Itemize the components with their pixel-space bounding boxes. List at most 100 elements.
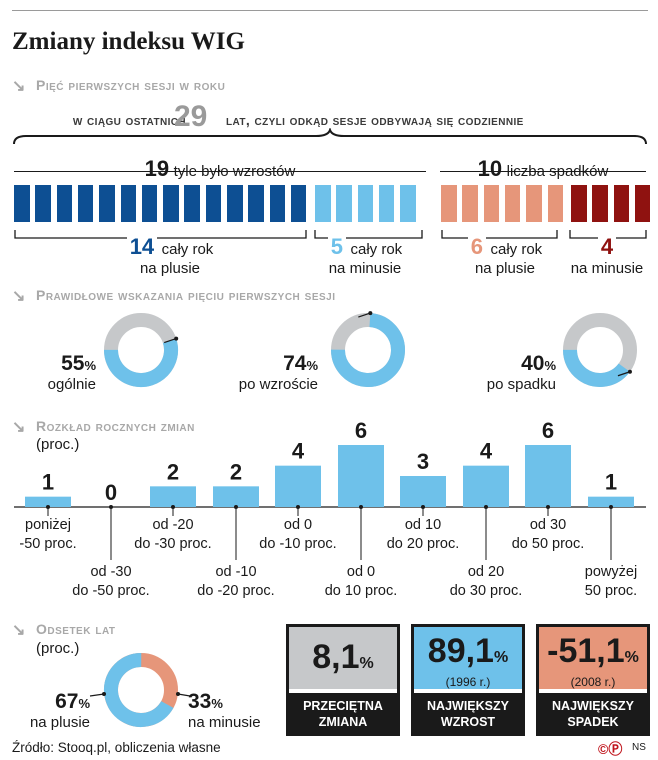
donut-pointer-dot <box>174 336 179 341</box>
page-title: Zmiany indeksu WIG <box>12 28 245 55</box>
section-arrow-icon: ↘ <box>12 622 26 639</box>
bar <box>213 486 259 507</box>
stat-average-label2: ZMIANA <box>318 715 368 729</box>
category-label: do -10 proc. <box>259 536 336 552</box>
waffle-block <box>400 185 416 222</box>
bar-value-label: 2 <box>167 459 179 484</box>
stat-rise-unit: % <box>493 649 509 666</box>
group1-label1: cały rok <box>161 241 214 258</box>
donut3-text: 40% po spadku <box>460 352 556 394</box>
donut-pointer <box>163 337 177 344</box>
donut-pointer <box>358 312 371 318</box>
waffle-block <box>184 185 200 222</box>
falls-number: 10 <box>477 156 503 181</box>
accuracy-donut-1 <box>104 313 178 387</box>
section1-heading: Pięć pierwszych sesji w roku <box>36 77 226 93</box>
source-note: Źródło: Stooq.pl, obliczenia własne <box>12 740 221 755</box>
waffle-block <box>56 185 73 222</box>
stat-fall-value: -51,1 <box>547 632 625 670</box>
category-label: od 0 <box>347 564 375 580</box>
waffle-block <box>526 185 542 222</box>
bar-value-label: 1 <box>42 470 54 495</box>
intro-right-text: lat, czyli odkąd sesje odbywają się codz… <box>226 112 524 128</box>
group3-label: 6 cały rok na plusie <box>450 234 560 278</box>
category-label: do -30 proc. <box>134 536 211 552</box>
waffle-block <box>120 185 136 222</box>
bar <box>25 496 71 507</box>
top-rule <box>12 10 648 11</box>
donut1-text: 55% ogólnie <box>36 352 96 394</box>
bar-value-label: 2 <box>230 459 242 484</box>
bar-value-label: 4 <box>292 439 305 464</box>
waffle-block <box>504 185 521 222</box>
donut2-label: po wzroście <box>238 376 318 393</box>
bar <box>463 465 509 507</box>
tick-dot <box>109 505 113 509</box>
category-label: powyżej <box>585 564 637 580</box>
donut3-label: po spadku <box>486 376 556 393</box>
donut-pointer-dot <box>627 369 632 374</box>
donut-pointer-dot <box>368 311 373 316</box>
stat-average-unit: % <box>359 655 374 672</box>
category-label: do 50 proc. <box>512 536 585 552</box>
section-arrow-icon: ↘ <box>12 288 26 305</box>
bar <box>525 445 571 507</box>
group4-number: 4 <box>597 234 617 259</box>
tick-dot <box>546 505 550 509</box>
category-label: od -10 <box>215 564 256 580</box>
bar-value-label: 1 <box>605 470 617 495</box>
brace-29 <box>13 128 647 145</box>
group4-label: 4 na minusie <box>562 234 652 278</box>
tick-dot <box>421 505 425 509</box>
waffle-block <box>77 185 94 222</box>
category-label: -50 proc. <box>19 536 76 552</box>
category-label: od 0 <box>284 517 312 533</box>
section4-unit: (proc.) <box>36 640 80 657</box>
bar <box>338 445 384 507</box>
plus-label: na plusie <box>29 714 90 731</box>
waffle-block <box>462 185 478 222</box>
donut3-value: 40 <box>521 352 545 375</box>
intro-number: 29 <box>174 100 208 133</box>
stat-fall-year: (2008 r.) <box>570 675 616 689</box>
falls-rule <box>440 171 646 172</box>
waffle-block <box>634 185 651 222</box>
waffle-block <box>547 185 563 222</box>
stat-box-max-rise: 89,1% (1996 r.) NAJWIĘKSZY WZROST <box>411 624 525 736</box>
donut1-pct: % <box>84 358 96 373</box>
category-label: od -20 <box>152 517 193 533</box>
category-label: 50 proc. <box>585 583 637 599</box>
donut2-pct: % <box>306 358 318 373</box>
copyright-label: NS <box>632 742 646 753</box>
years-donut-ring <box>104 653 178 727</box>
tick-dot <box>46 505 50 509</box>
section3-unit: (proc.) <box>36 436 80 453</box>
bar-value-label: 6 <box>355 420 367 443</box>
accuracy-donut-2 <box>331 312 405 387</box>
stat-box-average: 8,1% PRZECIĘTNA ZMIANA <box>286 624 400 736</box>
stat-box-max-fall: -51,1% (2008 r.) NAJWIĘKSZY SPADEK <box>536 624 650 736</box>
copyright-icon: ©Ⓟ <box>598 741 623 757</box>
waffle-block <box>269 185 286 222</box>
stat-fall-unit: % <box>624 649 639 666</box>
group4-label2: na minusie <box>570 260 644 277</box>
category-label: do -50 proc. <box>72 583 149 599</box>
waffle-block <box>35 185 51 222</box>
waffle-block <box>441 185 457 222</box>
minus-value: 33 <box>188 690 212 713</box>
category-label: od 20 <box>468 564 504 580</box>
waffle-block <box>290 185 307 222</box>
distribution-bar-chart: 1 poniżej -50 proc. 0 od -30 do -50 proc. 2 od … <box>14 420 646 599</box>
waffle-block <box>315 185 331 222</box>
donut-pointer-dot <box>176 692 180 696</box>
donut-pointer <box>617 371 631 377</box>
section4-heading: Odsetek lat <box>36 621 116 637</box>
bar-value-label: 3 <box>417 449 429 474</box>
category-label: od 30 <box>530 517 566 533</box>
category-label: do 20 proc. <box>387 536 460 552</box>
minus-text: 33% na minusie <box>188 690 278 732</box>
group2-label1: cały rok <box>350 241 403 258</box>
minus-pct: % <box>211 696 223 711</box>
tick-dot <box>609 505 613 509</box>
tick-dot <box>484 505 488 509</box>
